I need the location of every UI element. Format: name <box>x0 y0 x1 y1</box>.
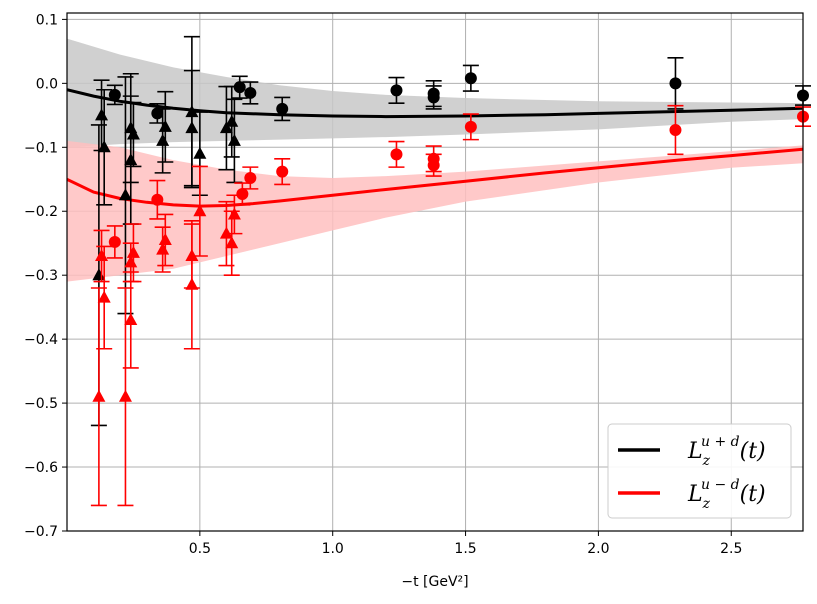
triangle-point-series-0 <box>126 127 140 140</box>
circle-point-series-0 <box>108 88 121 101</box>
circle-point-series-0 <box>151 107 164 120</box>
triangle-point-series-0 <box>185 121 199 134</box>
x-tick-label: 2.0 <box>587 541 609 557</box>
legend-label-u-minus-d: Lzu − d(t) <box>687 477 766 512</box>
axis-ticks: 0.5 1.0 1.5 2.0 2.5 0.1 0.0 −0.1 −0.2 −0.3 −0.4 −0.… <box>24 12 742 557</box>
x-axis-label: −t [GeV²] <box>401 574 468 590</box>
circle-point-series-0 <box>427 91 440 104</box>
triangle-point-series-1 <box>158 233 172 246</box>
y-tick-label: 0.1 <box>36 12 58 28</box>
circle-point-series-1 <box>669 124 682 137</box>
y-tick-label: −0.5 <box>24 396 58 412</box>
y-tick-label: −0.3 <box>24 268 58 284</box>
circle-point-series-0 <box>244 86 257 99</box>
circle-point-series-1 <box>108 235 121 248</box>
legend: Lzu + d(t) Lzu − d(t) <box>607 423 792 519</box>
triangle-point-series-1 <box>227 207 241 220</box>
circle-point-series-1 <box>464 120 477 133</box>
triangle-point-series-1 <box>185 277 199 290</box>
circle-point-series-0 <box>669 77 682 90</box>
triangle-point-series-1 <box>225 236 239 249</box>
y-tick-label: −0.1 <box>24 140 58 156</box>
circle-point-series-1 <box>276 165 289 178</box>
triangle-point-series-0 <box>118 188 132 201</box>
data-points <box>90 35 811 507</box>
circle-point-series-0 <box>276 102 289 115</box>
triangle-point-series-0 <box>158 119 172 132</box>
triangle-point-series-1 <box>124 312 138 325</box>
triangle-point-series-1 <box>97 290 111 303</box>
triangle-point-series-0 <box>97 140 111 153</box>
triangle-point-series-1 <box>118 389 132 402</box>
triangle-point-series-0 <box>193 146 207 159</box>
triangle-point-series-0 <box>227 133 241 146</box>
circle-point-series-0 <box>390 84 403 97</box>
x-tick-label: 0.5 <box>189 541 211 557</box>
triangle-point-series-1 <box>126 245 140 258</box>
legend-label-u-plus-d: Lzu + d(t) <box>687 434 766 469</box>
x-tick-label: 2.5 <box>720 541 742 557</box>
triangle-point-series-1 <box>219 226 233 239</box>
triangle-point-series-1 <box>92 389 106 402</box>
y-tick-label: −0.2 <box>24 204 58 220</box>
circle-point-series-0 <box>233 81 246 94</box>
circle-point-series-1 <box>427 159 440 172</box>
y-tick-label: 0.0 <box>36 76 58 92</box>
y-tick-label: −0.4 <box>24 332 58 348</box>
circle-point-series-0 <box>464 72 477 85</box>
circle-point-series-1 <box>244 171 257 184</box>
x-tick-label: 1.0 <box>322 541 344 557</box>
circle-point-series-1 <box>390 148 403 161</box>
circle-point-series-1 <box>236 187 249 200</box>
plot-frame <box>66 12 804 532</box>
error-band-series-0 <box>67 38 803 148</box>
circle-point-series-1 <box>151 193 164 206</box>
triangle-point-series-1 <box>193 204 207 217</box>
x-tick-label: 1.5 <box>454 541 476 557</box>
triangle-point-series-0 <box>219 121 233 134</box>
y-tick-label: −0.6 <box>24 460 58 476</box>
y-tick-label: −0.7 <box>24 524 58 540</box>
fit-curve-series-1 <box>67 147 803 208</box>
